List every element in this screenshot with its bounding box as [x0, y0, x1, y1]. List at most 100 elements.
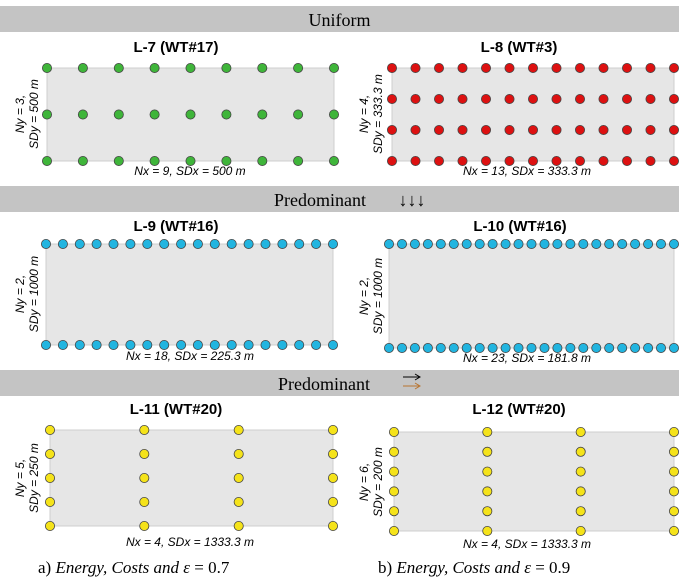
caption-italic: Energy, Costs and	[396, 558, 525, 577]
turbine-marker	[578, 238, 589, 249]
turbine-marker	[630, 342, 641, 353]
turbine-marker	[617, 238, 628, 249]
panel-title: L-8 (WT#3)	[481, 39, 558, 56]
turbine-marker	[630, 238, 641, 249]
turbine-marker	[45, 496, 56, 507]
turbine-marker	[277, 238, 288, 249]
turbine-grid	[41, 238, 338, 350]
turbine-marker	[433, 94, 444, 105]
turbine-marker	[41, 339, 52, 350]
turbine-marker	[504, 94, 515, 105]
turbine-marker	[435, 342, 446, 353]
turbine-marker	[293, 155, 304, 166]
turbine-marker	[185, 155, 196, 166]
x-axis-label: Nx = 4, SDx = 1333.3 m	[126, 535, 254, 549]
turbine-marker	[45, 448, 56, 459]
turbine-marker	[551, 155, 562, 166]
turbine-marker	[108, 339, 119, 350]
turbine-marker	[185, 63, 196, 74]
x-axis-label: Nx = 18, SDx = 225.3 m	[126, 349, 254, 363]
turbine-grid	[45, 424, 338, 532]
turbine-marker	[433, 155, 444, 166]
y-axis-label-line1: Ny = 3,	[13, 95, 27, 133]
turbine-marker	[233, 472, 244, 483]
turbine-marker	[327, 424, 338, 435]
right-arrows-icon	[403, 373, 421, 390]
panel-l8: L-8 (WT#3) Nx = 13, SDx = 333.3 m Ny = 4…	[357, 39, 679, 178]
panel-title: L-7 (WT#17)	[133, 39, 218, 56]
down-arrows-icon: ↓↓↓	[399, 190, 426, 210]
turbine-marker	[575, 446, 586, 457]
turbine-marker	[77, 109, 88, 120]
turbine-marker	[125, 238, 136, 249]
turbine-marker	[474, 342, 485, 353]
turbine-marker	[42, 109, 53, 120]
turbine-marker	[142, 339, 153, 350]
y-axis-label-line1: Ny = 2,	[13, 275, 27, 313]
turbine-marker	[482, 426, 493, 437]
turbine-marker	[575, 466, 586, 477]
turbine-marker	[45, 472, 56, 483]
turbine-marker	[528, 63, 539, 74]
turbine-marker	[461, 342, 472, 353]
turbine-marker	[293, 109, 304, 120]
turbine-marker	[327, 238, 338, 249]
turbine-grid	[386, 63, 679, 166]
turbine-marker	[74, 238, 85, 249]
turbine-marker	[500, 342, 511, 353]
turbine-marker	[221, 155, 232, 166]
turbine-marker	[528, 155, 539, 166]
turbine-marker	[409, 238, 420, 249]
turbine-marker	[575, 155, 586, 166]
turbine-marker	[139, 424, 150, 435]
turbine-marker	[669, 156, 679, 166]
turbine-marker	[192, 339, 203, 350]
turbine-marker	[551, 63, 562, 74]
turbine-marker	[575, 506, 586, 517]
turbine-marker	[457, 63, 468, 74]
turbine-marker	[42, 155, 53, 166]
turbine-grid	[42, 63, 339, 166]
turbine-marker	[669, 94, 679, 104]
turbine-marker	[260, 238, 271, 249]
turbine-marker	[327, 472, 338, 483]
turbine-marker	[410, 125, 421, 136]
turbine-marker	[480, 63, 491, 74]
panel-title: L-10 (WT#16)	[473, 218, 566, 235]
turbine-marker	[487, 238, 498, 249]
turbine-marker	[233, 496, 244, 507]
y-axis-label-line1: Ny = 6,	[357, 463, 371, 501]
caption-symbol: ε	[524, 558, 531, 577]
turbine-marker	[139, 496, 150, 507]
turbine-marker	[669, 343, 679, 353]
turbine-marker	[552, 342, 563, 353]
turbine-marker	[552, 238, 563, 249]
turbine-marker	[482, 526, 493, 537]
turbine-marker	[221, 109, 232, 120]
section-banner-predominant-right: Predominant	[0, 370, 679, 396]
turbine-marker	[669, 446, 679, 457]
turbine-marker	[604, 238, 615, 249]
turbine-marker	[257, 109, 268, 120]
turbine-marker	[41, 238, 52, 249]
turbine-marker	[57, 339, 68, 350]
turbine-marker	[528, 125, 539, 136]
turbine-marker	[410, 94, 421, 105]
turbine-marker	[474, 238, 485, 249]
caption-suffix: = 0.9	[530, 558, 571, 577]
turbine-marker	[504, 125, 515, 136]
turbine-marker	[669, 125, 679, 135]
y-axis-label-line2: SDy = 1000 m	[27, 256, 41, 332]
turbine-marker	[233, 448, 244, 459]
turbine-marker	[457, 94, 468, 105]
turbine-marker	[311, 339, 322, 350]
turbine-marker	[482, 486, 493, 497]
turbine-marker	[396, 238, 407, 249]
turbine-marker	[125, 339, 136, 350]
turbine-marker	[159, 238, 170, 249]
turbine-marker	[622, 155, 633, 166]
turbine-marker	[108, 238, 119, 249]
turbine-marker	[551, 94, 562, 105]
turbine-marker	[645, 94, 656, 105]
